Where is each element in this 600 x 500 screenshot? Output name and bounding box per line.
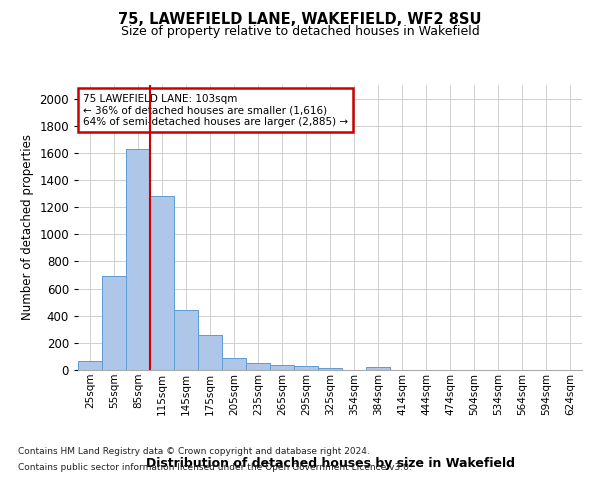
Bar	[102, 276, 126, 370]
Y-axis label: Number of detached properties: Number of detached properties	[20, 134, 34, 320]
Text: 75 LAWEFIELD LANE: 103sqm
← 36% of detached houses are smaller (1,616)
64% of se: 75 LAWEFIELD LANE: 103sqm ← 36% of detac…	[83, 94, 348, 126]
X-axis label: Distribution of detached houses by size in Wakefield: Distribution of detached houses by size …	[146, 456, 515, 469]
Bar	[318, 368, 342, 370]
Bar	[126, 149, 150, 370]
Bar	[150, 196, 174, 370]
Text: Contains HM Land Registry data © Crown copyright and database right 2024.: Contains HM Land Registry data © Crown c…	[18, 448, 370, 456]
Bar	[270, 365, 294, 370]
Text: Size of property relative to detached houses in Wakefield: Size of property relative to detached ho…	[121, 25, 479, 38]
Bar	[294, 366, 318, 370]
Bar	[174, 310, 198, 370]
Bar	[78, 360, 102, 370]
Text: Contains public sector information licensed under the Open Government Licence v3: Contains public sector information licen…	[18, 462, 412, 471]
Text: 75, LAWEFIELD LANE, WAKEFIELD, WF2 8SU: 75, LAWEFIELD LANE, WAKEFIELD, WF2 8SU	[118, 12, 482, 28]
Bar	[246, 362, 270, 370]
Bar	[222, 358, 246, 370]
Bar	[366, 368, 390, 370]
Bar	[198, 336, 222, 370]
